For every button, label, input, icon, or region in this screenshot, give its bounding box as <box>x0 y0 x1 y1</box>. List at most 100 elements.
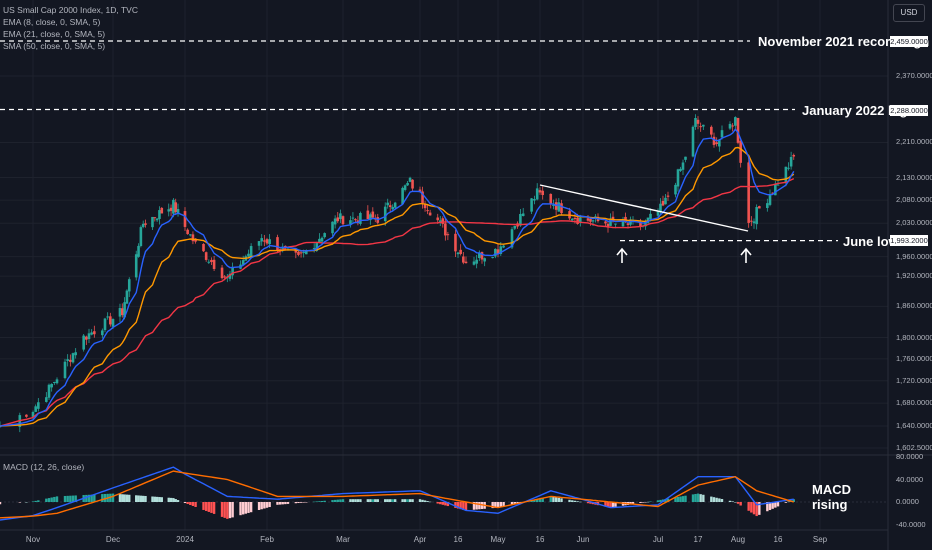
macd-histogram-bar <box>169 497 173 502</box>
price-tick-label: 1,800.0000 <box>896 332 932 342</box>
legend-macd[interactable]: MACD (12, 26, close) <box>3 462 85 472</box>
macd-histogram-bar <box>0 502 2 505</box>
price-tick-label: 1,960.0000 <box>896 251 932 261</box>
candle-body <box>679 168 682 171</box>
candle-body <box>591 220 595 222</box>
macd-histogram-bar <box>787 501 790 503</box>
macd-histogram-bar <box>249 502 253 513</box>
macd-histogram-bar <box>403 499 407 502</box>
candle-body <box>604 221 607 224</box>
legend-ema21[interactable]: EMA (21, close, 0, SMA, 5) <box>3 29 106 39</box>
candle-body <box>53 381 56 383</box>
candle-body <box>47 384 51 398</box>
candle-body <box>74 352 77 356</box>
candle-body <box>403 185 407 190</box>
macd-histogram-bar <box>53 496 56 502</box>
macd-histogram-bar <box>502 502 505 507</box>
macd-histogram-bar <box>128 494 131 502</box>
macd-histogram-bar <box>63 495 67 502</box>
legend-ema8[interactable]: EMA (8, close, 0, SMA, 5) <box>3 17 101 27</box>
candle-body <box>333 218 337 225</box>
macd-histogram-bar <box>294 502 298 504</box>
macd-histogram-bar <box>755 502 758 517</box>
time-tick-label: Feb <box>260 535 274 544</box>
candle-body <box>153 217 157 219</box>
macd-histogram-bar <box>333 499 337 502</box>
candle-body <box>299 252 303 254</box>
candle-body <box>137 245 140 257</box>
macd-histogram-bar <box>223 502 226 518</box>
candle-body <box>45 397 48 402</box>
currency-button[interactable]: USD <box>893 4 925 22</box>
macd-histogram-bar <box>228 502 232 519</box>
moving-averages <box>0 128 795 427</box>
candle-body <box>341 216 345 225</box>
candle-body <box>268 239 271 245</box>
price-tick-label: 1,920.0000 <box>896 271 932 281</box>
candle-body <box>111 318 115 327</box>
macd-histogram-bar <box>428 501 432 503</box>
candle-body <box>538 190 542 193</box>
candle-body <box>294 248 298 253</box>
time-tick-label: Mar <box>336 535 350 544</box>
candle-body <box>664 197 667 205</box>
macd-histogram-bar <box>491 502 494 509</box>
annotation-macd-1: MACD <box>812 482 851 497</box>
macd-histogram-bar <box>37 500 40 502</box>
candle-body <box>774 183 777 196</box>
signal-line <box>0 470 794 519</box>
macd-histogram-bar <box>241 502 245 515</box>
macd-histogram-bar <box>513 502 516 505</box>
candle-body <box>323 233 326 238</box>
time-tick-label: Dec <box>105 535 121 544</box>
macd-histogram-bar <box>533 499 536 502</box>
macd-histogram-bar <box>207 502 211 512</box>
candle-body <box>747 162 750 223</box>
price-tag-jan-high: 2,288.0000 <box>890 105 928 116</box>
macd-histogram-bar <box>736 502 740 504</box>
candle-body <box>576 217 579 224</box>
macd-histogram-bar <box>674 497 677 502</box>
macd-histogram-bar <box>69 495 72 502</box>
macd-histogram-bar <box>715 497 718 502</box>
macd-histogram-bar <box>684 495 687 502</box>
candle-body <box>478 253 481 259</box>
candle-body <box>496 249 500 255</box>
macd-histogram-bar <box>231 502 234 518</box>
macd-histogram-bar <box>750 502 753 513</box>
candle-body <box>421 191 424 204</box>
macd-histogram-bar <box>305 502 308 503</box>
candle-body <box>519 213 522 226</box>
candle-body <box>699 126 702 128</box>
candle-body <box>579 217 582 222</box>
candle-body <box>284 245 287 248</box>
candle-body <box>176 209 180 214</box>
candle-body <box>731 125 734 127</box>
annotation-macd-2: rising <box>812 497 848 512</box>
macd-histogram-bar <box>341 499 345 502</box>
candle-body <box>755 207 758 225</box>
candle-body <box>210 259 213 263</box>
legend-sma50[interactable]: SMA (50, close, 0, SMA, 5) <box>3 41 106 51</box>
candle-body <box>125 290 129 304</box>
annotation-june-low: June low <box>843 234 899 249</box>
macd-histogram-bar <box>418 499 422 502</box>
macd-histogram-bar <box>646 501 650 503</box>
macd-histogram-bar <box>155 496 159 502</box>
macd-histogram-bar <box>644 502 647 503</box>
candle-body <box>212 259 216 269</box>
candle-body <box>691 126 695 157</box>
candle-body <box>331 221 334 234</box>
candle-body <box>183 211 187 227</box>
macd-histogram-bar <box>411 499 414 502</box>
candle-body <box>371 211 375 218</box>
candle-body <box>139 227 143 247</box>
candle-body <box>391 206 394 210</box>
macd-histogram-bar <box>734 502 737 503</box>
price-tick-label: 1,602.5000 <box>896 443 932 452</box>
macd-histogram-bar <box>45 498 48 502</box>
candle-body <box>752 221 756 224</box>
price-tag-june-low: 1,993.2000 <box>890 235 928 246</box>
candle-body <box>297 251 300 255</box>
macd-histogram-bar <box>494 502 497 508</box>
